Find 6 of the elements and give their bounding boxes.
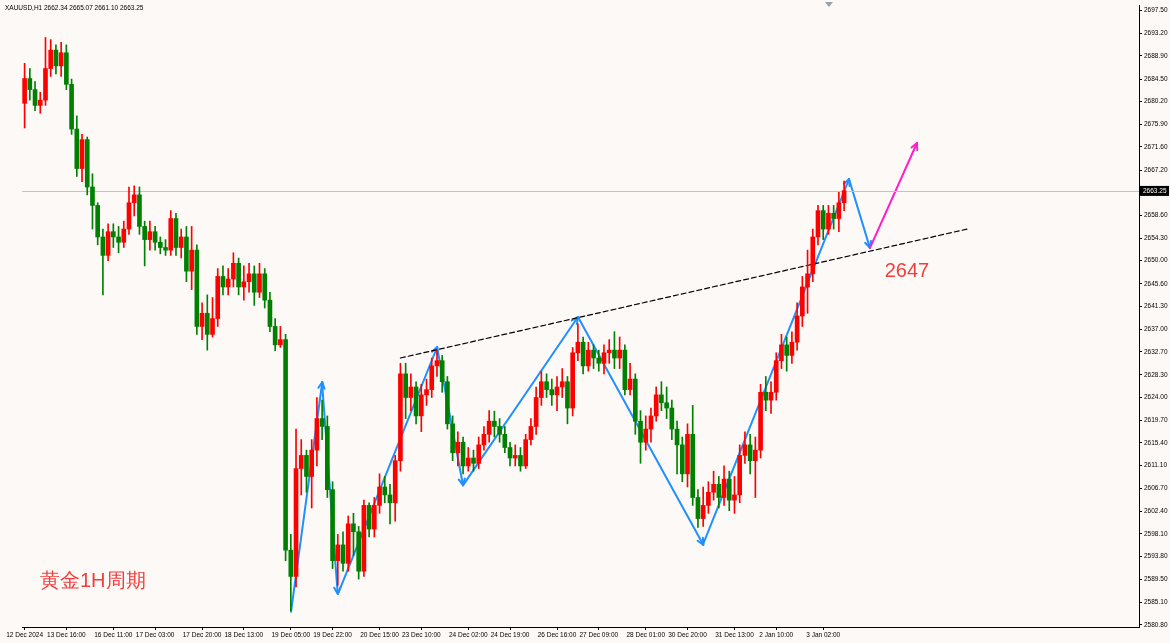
annotation: 黄金1H周期 bbox=[40, 568, 146, 591]
candlestick bbox=[559, 368, 565, 398]
annotation: 2647 bbox=[884, 258, 930, 281]
candlestick bbox=[606, 339, 612, 364]
candlestick bbox=[512, 444, 518, 467]
candlestick bbox=[763, 376, 769, 411]
